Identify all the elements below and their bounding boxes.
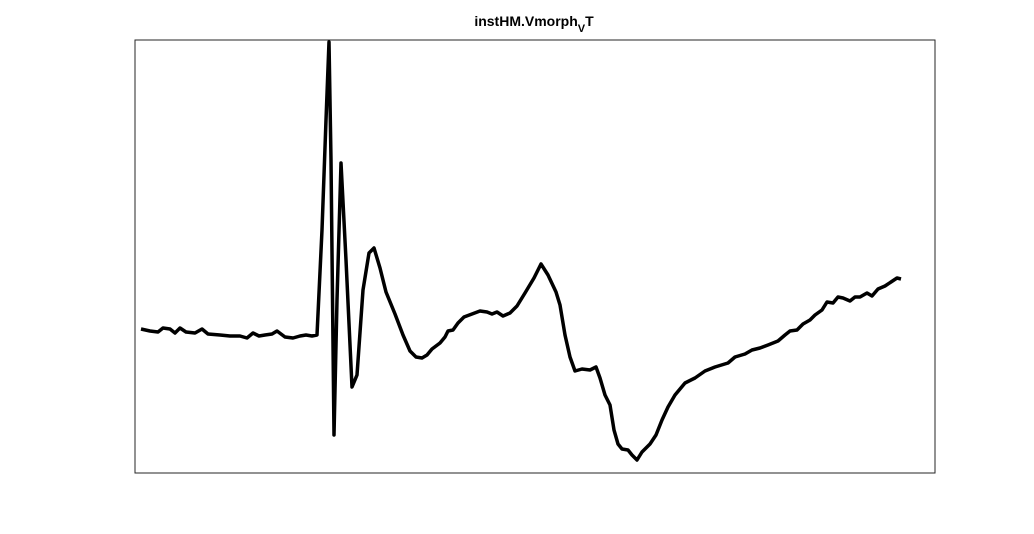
line (140, 40, 902, 462)
title-text: instHM.Vmorph (474, 13, 577, 29)
title-subscript: V (578, 23, 586, 35)
title-suffix: T (585, 13, 594, 29)
chart-title: instHM.VmorphVT (474, 13, 594, 35)
axes-box (134, 39, 936, 474)
